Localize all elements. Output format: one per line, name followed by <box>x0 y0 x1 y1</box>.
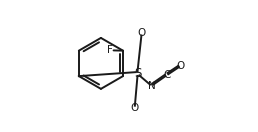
Text: N: N <box>148 81 156 91</box>
Text: F: F <box>107 45 113 55</box>
Text: O: O <box>176 61 185 71</box>
Text: O: O <box>131 103 139 113</box>
Text: C: C <box>163 70 171 80</box>
Text: O: O <box>137 28 146 38</box>
Text: S: S <box>134 67 141 80</box>
